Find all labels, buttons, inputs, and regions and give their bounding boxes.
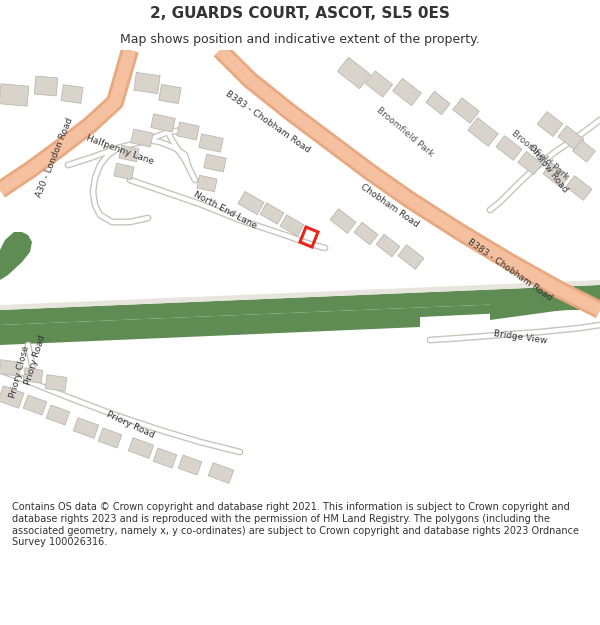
Polygon shape	[23, 368, 43, 383]
Text: Halfpenny Lane: Halfpenny Lane	[85, 134, 155, 166]
Polygon shape	[426, 91, 450, 114]
Polygon shape	[543, 162, 569, 188]
Polygon shape	[159, 84, 181, 104]
Polygon shape	[128, 438, 154, 458]
Polygon shape	[0, 359, 21, 376]
Polygon shape	[468, 118, 498, 146]
Text: Map shows position and indicative extent of the property.: Map shows position and indicative extent…	[120, 32, 480, 46]
Polygon shape	[280, 215, 304, 236]
Polygon shape	[151, 114, 175, 132]
Polygon shape	[0, 280, 600, 310]
Text: Chobham Road: Chobham Road	[359, 182, 421, 229]
Polygon shape	[537, 111, 563, 136]
Polygon shape	[208, 462, 234, 483]
Polygon shape	[490, 285, 600, 320]
Polygon shape	[177, 122, 199, 140]
Polygon shape	[34, 76, 58, 96]
Text: North End Lane: North End Lane	[192, 189, 258, 231]
Polygon shape	[131, 129, 153, 147]
Polygon shape	[238, 191, 264, 214]
Polygon shape	[153, 448, 177, 468]
Polygon shape	[119, 145, 139, 162]
Text: 2, GUARDS COURT, ASCOT, SL5 0ES: 2, GUARDS COURT, ASCOT, SL5 0ES	[150, 6, 450, 21]
Polygon shape	[98, 428, 122, 448]
Polygon shape	[566, 176, 592, 200]
Polygon shape	[572, 140, 595, 162]
Polygon shape	[354, 222, 378, 245]
Polygon shape	[0, 285, 600, 325]
Text: Onslow Road: Onslow Road	[526, 142, 569, 194]
Text: A30 - London Road: A30 - London Road	[35, 117, 75, 199]
Polygon shape	[0, 84, 29, 106]
Polygon shape	[0, 386, 24, 408]
Polygon shape	[558, 126, 584, 150]
Text: Bridge View: Bridge View	[493, 329, 547, 345]
Polygon shape	[398, 245, 424, 269]
Polygon shape	[114, 163, 134, 180]
Polygon shape	[46, 405, 70, 425]
Polygon shape	[518, 151, 542, 174]
Polygon shape	[178, 455, 202, 475]
Polygon shape	[337, 58, 371, 89]
Polygon shape	[453, 98, 479, 123]
Polygon shape	[0, 300, 600, 345]
Polygon shape	[376, 234, 400, 257]
Polygon shape	[73, 418, 99, 438]
Polygon shape	[197, 175, 217, 192]
Polygon shape	[23, 395, 47, 415]
Text: Broomfield Park: Broomfield Park	[374, 106, 436, 159]
Polygon shape	[134, 72, 160, 94]
Polygon shape	[260, 203, 284, 224]
Text: B383 - Chobham Road: B383 - Chobham Road	[466, 238, 554, 302]
Polygon shape	[330, 209, 356, 233]
Text: Priory Road: Priory Road	[23, 334, 47, 386]
Text: Broomfield Park: Broomfield Park	[509, 129, 571, 181]
Polygon shape	[496, 136, 522, 160]
Polygon shape	[204, 154, 226, 172]
Polygon shape	[392, 78, 421, 106]
Text: B383 - Chobham Road: B383 - Chobham Road	[224, 89, 312, 155]
Polygon shape	[45, 374, 67, 391]
Polygon shape	[61, 84, 83, 103]
Text: Priory Road: Priory Road	[104, 410, 155, 440]
Polygon shape	[0, 232, 32, 280]
Text: Priory Close: Priory Close	[8, 345, 31, 399]
Polygon shape	[199, 134, 223, 152]
Polygon shape	[365, 71, 392, 97]
Text: Contains OS data © Crown copyright and database right 2021. This information is : Contains OS data © Crown copyright and d…	[12, 503, 579, 548]
